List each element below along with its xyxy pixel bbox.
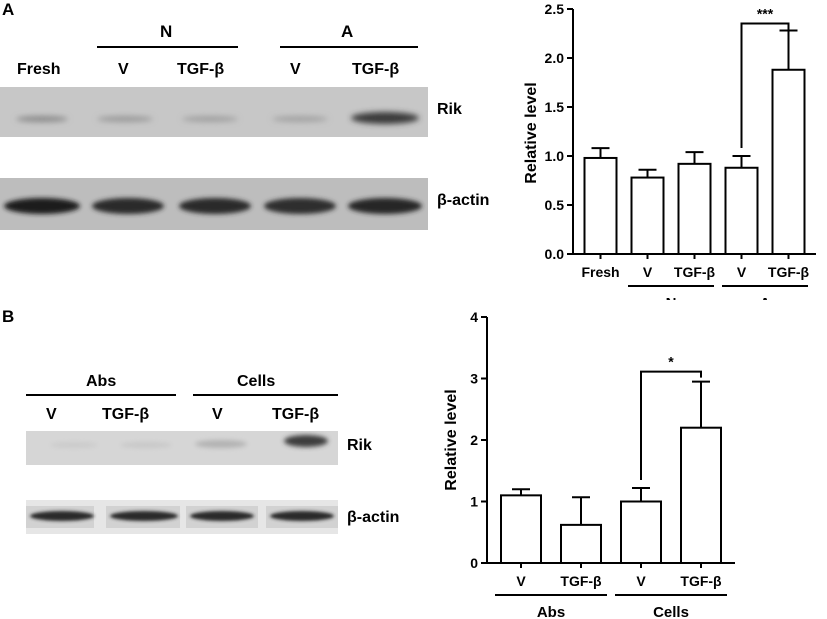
blot-label-rik-a: Rik (437, 101, 462, 118)
blot-rik-a (0, 87, 428, 137)
x-tick-label: V (516, 573, 526, 589)
lane-label-fresh: Fresh (17, 61, 61, 78)
bar (620, 500, 662, 564)
group-line-n (97, 46, 238, 48)
band (348, 198, 422, 214)
bar (771, 68, 806, 256)
bar (724, 166, 759, 255)
chart-a-bars (573, 29, 816, 256)
blot-label-actin-a: β-actin (437, 192, 490, 209)
y-tick-label: 0.0 (545, 246, 565, 262)
group-label-cells: Cells (237, 373, 276, 390)
significance-bracket (740, 22, 790, 148)
y-tick-label: 2.0 (545, 50, 565, 66)
band (30, 511, 94, 521)
bar (500, 494, 542, 565)
x-tick-label: TGF-β (768, 264, 810, 280)
panel-a-letter: A (2, 0, 15, 19)
band (97, 116, 153, 122)
chart-b-significance: * (640, 354, 702, 480)
y-tick-label: 2.5 (545, 1, 565, 17)
band (4, 198, 80, 214)
band (284, 435, 328, 447)
y-tick-label: 1.0 (545, 148, 565, 164)
bar (680, 426, 722, 564)
chart-b-y-label: Relative level (443, 389, 460, 490)
significance-label: *** (757, 6, 774, 22)
chart-a-y-ticks: 0.0 0.5 1.0 1.5 2.0 2.5 (545, 1, 574, 262)
lane-label-abs-tgf: TGF-β (102, 406, 150, 423)
significance-bracket (640, 370, 702, 480)
y-tick-label: 1.5 (545, 99, 565, 115)
chart-a-y-label: Relative level (523, 82, 540, 183)
blot-actin-b (26, 500, 338, 534)
lane-label-cells-v: V (212, 406, 223, 423)
group-label: N (666, 295, 677, 300)
chart-b-x-labels: V TGF-β V TGF-β Abs Cells (495, 563, 727, 619)
x-tick-label: TGF-β (674, 264, 716, 280)
chart-b-y-ticks: 0 1 2 3 4 (470, 309, 488, 571)
chart-a-significance: *** (740, 6, 790, 148)
band (120, 442, 172, 448)
bar (583, 156, 618, 256)
lane-label-a-tgf: TGF-β (352, 61, 400, 78)
chart-b-bars (487, 380, 735, 565)
group-label-a: A (341, 22, 354, 41)
group-label-n: N (160, 22, 173, 41)
blot-label-actin-b: β-actin (347, 509, 400, 526)
bar (677, 162, 712, 255)
group-line-cells (193, 394, 338, 396)
bar (560, 523, 602, 564)
band (270, 511, 334, 521)
group-line-a (280, 46, 418, 48)
band (92, 198, 164, 214)
x-tick-label: TGF-β (560, 573, 602, 589)
y-tick-label: 0 (470, 555, 478, 571)
y-tick-label: 2 (470, 432, 478, 448)
y-tick-label: 4 (470, 309, 478, 325)
x-tick-label: V (636, 573, 646, 589)
y-tick-label: 0.5 (545, 197, 565, 213)
lane-label-n-v: V (118, 61, 129, 78)
band (264, 198, 336, 214)
band (50, 442, 98, 448)
chart-a: 0.0 0.5 1.0 1.5 2.0 2.5 Fresh V TGF-β V TGF-β N A *… (523, 1, 816, 300)
y-tick-label: 3 (470, 371, 478, 387)
group-label: Abs (537, 604, 565, 619)
lane-label-n-tgf: TGF-β (177, 61, 225, 78)
group-line-abs (26, 394, 176, 396)
band (351, 112, 419, 124)
band (16, 116, 68, 122)
blot-rik-b (26, 431, 338, 465)
x-tick-label: V (643, 264, 653, 280)
band (110, 511, 178, 521)
lane-label-a-v: V (290, 61, 301, 78)
blot-label-rik-b: Rik (347, 437, 372, 454)
band (182, 116, 238, 122)
band (179, 198, 251, 214)
lane-label-cells-tgf: TGF-β (272, 406, 320, 423)
x-tick-label: V (737, 264, 747, 280)
panel-b-letter: B (2, 307, 15, 326)
y-tick-label: 1 (470, 494, 478, 510)
chart-a-x-labels: Fresh V TGF-β V TGF-β N A (581, 254, 810, 300)
band (190, 511, 254, 521)
bar (630, 176, 665, 255)
x-tick-label: Fresh (581, 264, 619, 280)
lane-label-abs-v: V (46, 406, 57, 423)
group-label-abs: Abs (86, 373, 117, 390)
group-label: Cells (653, 604, 689, 619)
group-label: A (760, 295, 771, 300)
x-tick-label: TGF-β (680, 573, 722, 589)
chart-b: 0 1 2 3 4 V TGF-β V TGF-β Abs Cells * Relative le… (443, 309, 735, 619)
band (272, 116, 328, 122)
significance-label: * (668, 354, 674, 370)
band (195, 440, 247, 448)
blot-actin-a (0, 178, 428, 230)
